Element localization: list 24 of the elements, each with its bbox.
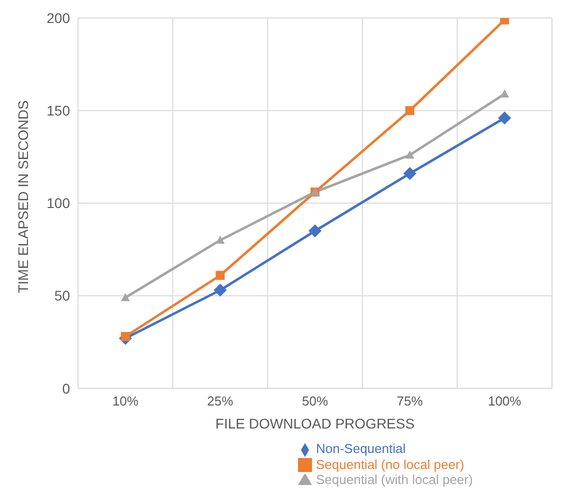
y-tick-label: 150 (46, 102, 70, 119)
x-tick-label: 75% (396, 394, 424, 409)
x-tick-label: 25% (207, 394, 234, 409)
y-tick-label: 0 (62, 380, 70, 396)
point (405, 106, 414, 116)
y-tick-label: 200 (46, 10, 70, 26)
point (120, 293, 130, 302)
x-axis-title: FILE DOWNLOAD PROGRESS (215, 415, 415, 432)
point (214, 284, 227, 297)
y-tick-label: 50 (54, 288, 70, 304)
point (403, 167, 416, 180)
x-tick-label: 50% (302, 394, 328, 409)
point (405, 150, 414, 159)
legend-label: Non-Sequential (316, 441, 406, 456)
y-tick-label: 100 (46, 195, 70, 212)
x-tick-label: 100% (488, 394, 522, 409)
point (216, 270, 225, 280)
legend-label: Sequential (with local peer) (316, 472, 473, 488)
x-tick-label: 10% (112, 394, 139, 409)
point (308, 224, 322, 238)
point (216, 236, 225, 244)
y-axis-title: TIME ELAPSED IN SECONDS (14, 100, 31, 294)
legend-label: Sequential (no local peer) (316, 456, 464, 472)
point (498, 111, 512, 124)
